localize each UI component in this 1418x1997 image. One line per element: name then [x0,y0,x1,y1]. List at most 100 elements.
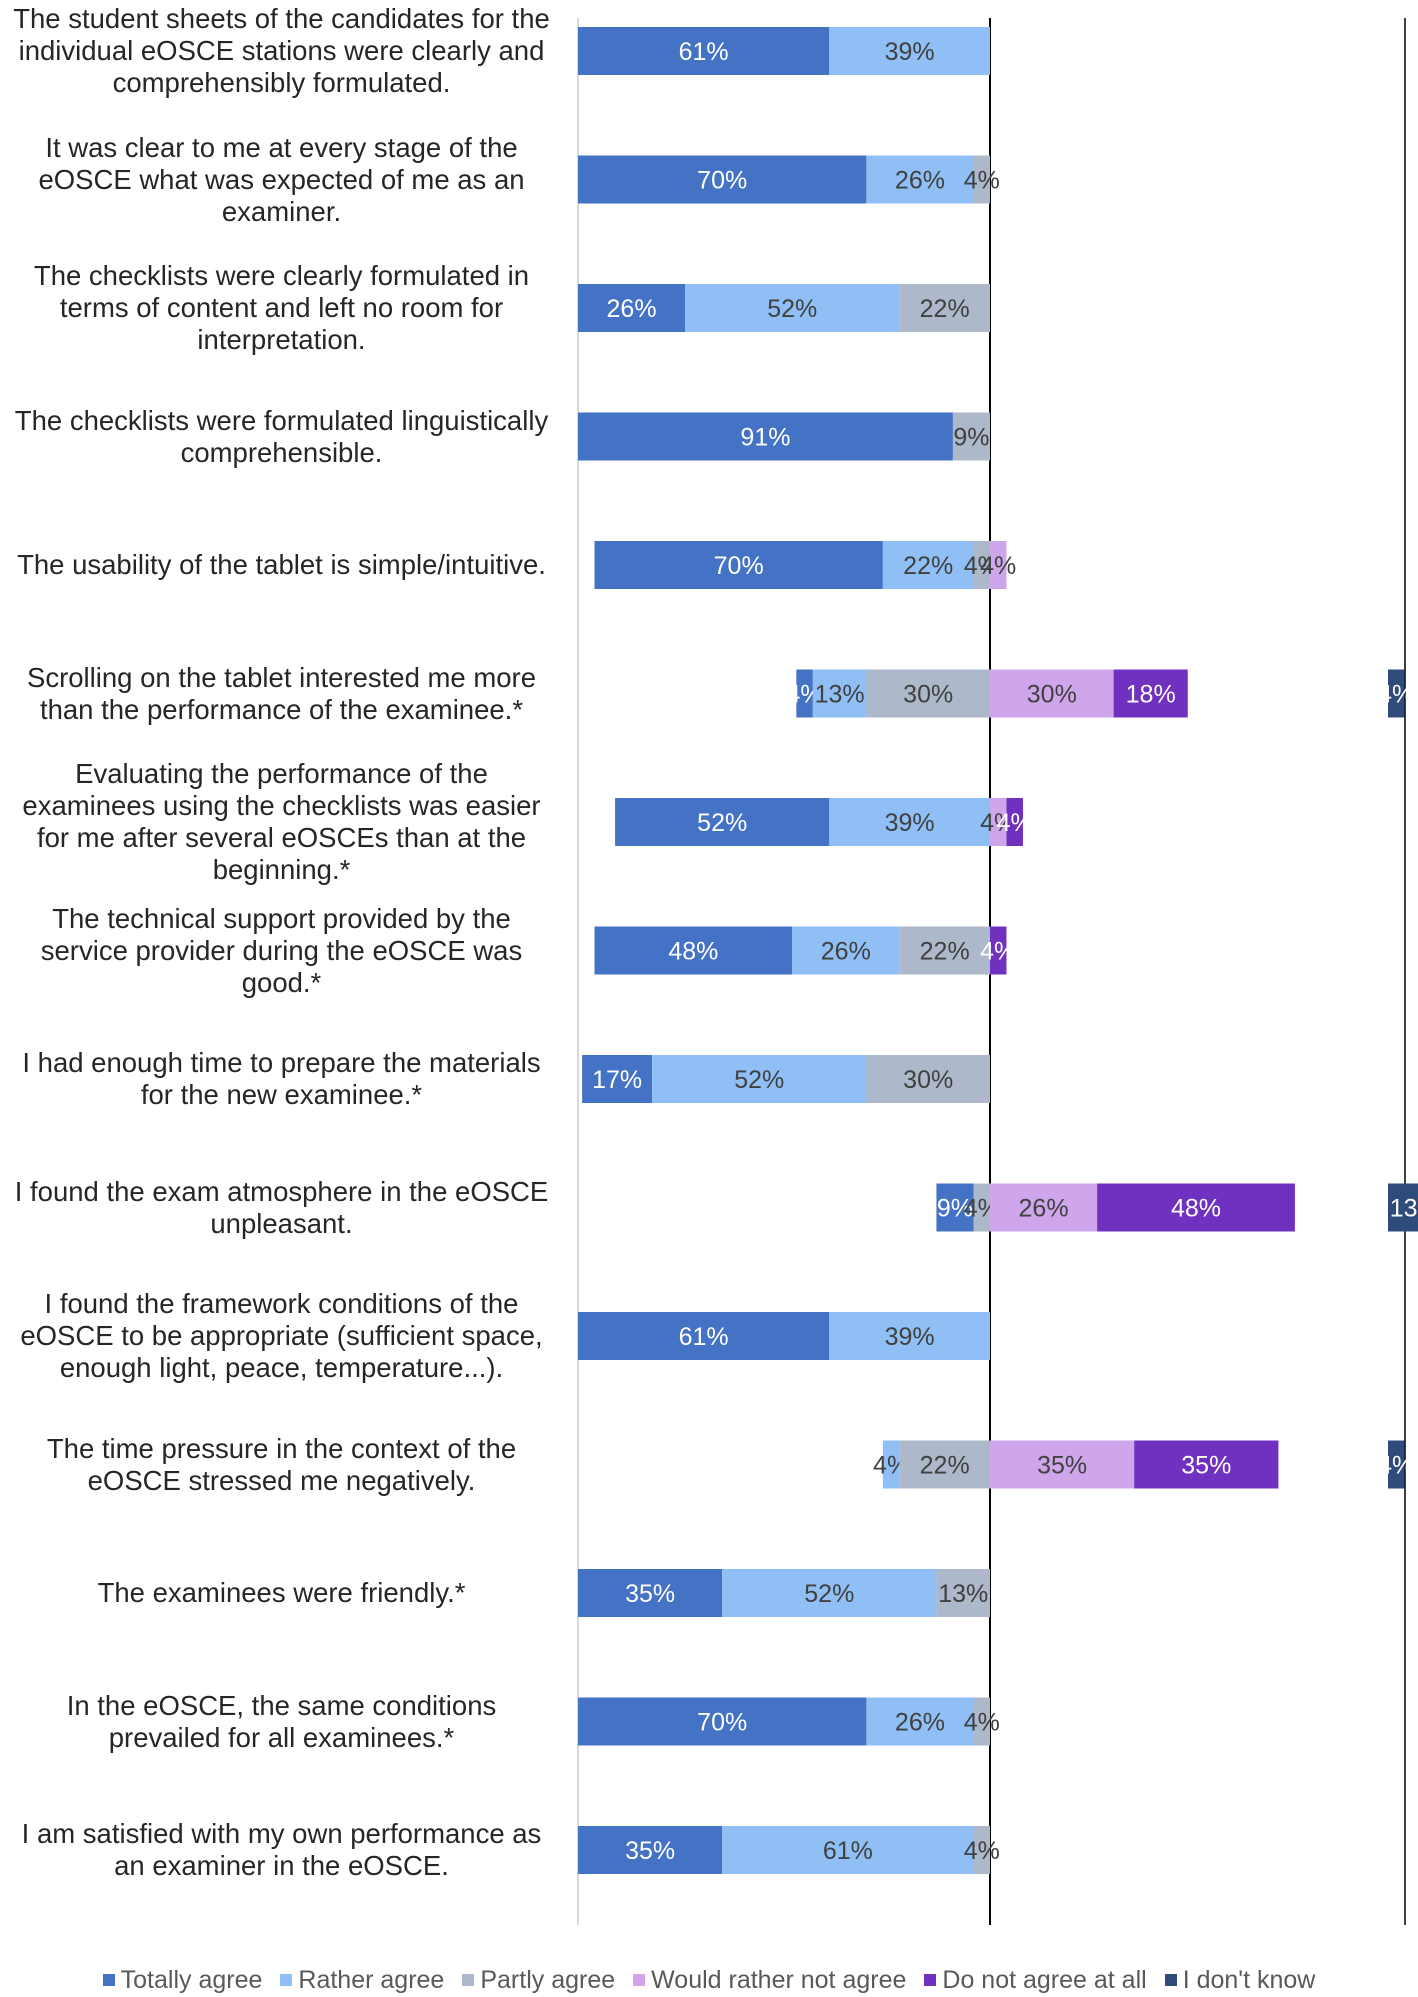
question-label: The technical support provided by the se… [40,902,523,998]
legend-label: Would rather not agree [651,1965,907,1994]
data-label: 4% [964,167,1000,195]
data-label: 22% [920,1452,970,1480]
bar-segment [973,1697,990,1746]
question-label: Evaluating the performance of the examin… [22,758,541,885]
question-label: The examinees were friendly.* [97,1577,466,1608]
bar-segment [990,669,1114,718]
legend-swatch [924,1974,937,1986]
bar-segment [973,541,990,589]
data-label: 48% [668,938,718,966]
bar-segment [722,1569,937,1617]
data-label: 9% [937,1195,973,1223]
data-label: 70% [714,552,764,580]
question-label: The checklists were formulated linguisti… [14,404,549,468]
question-label: The student sheets of the candidates for… [13,3,550,98]
bar-segment [882,1440,900,1489]
question-label: The time pressure in the context of the … [46,1432,517,1496]
bar-segment [578,284,686,332]
data-label: 35% [625,1837,675,1865]
data-label: 22% [903,552,953,580]
question-label: I found the framework conditions of the … [20,1288,543,1383]
bar-segment [990,1440,1135,1489]
question-label: In the eOSCE, the same conditions prevai… [66,1689,497,1753]
bar-segment [578,155,867,204]
bar-segment [578,1826,723,1874]
legend-swatch [102,1974,115,1986]
bar-segment [952,412,990,461]
bar-segment-dont-know [1388,669,1405,718]
data-label: 52% [804,1580,854,1608]
data-label: 52% [697,809,747,837]
bar-segment [615,798,830,846]
bar-segment-dont-know [1388,1440,1405,1489]
data-label: 35% [1037,1452,1087,1480]
bar-segment [792,926,900,975]
legend-label: Rather agree [298,1965,445,1994]
bar-segment [936,1183,974,1232]
bar-segment [1113,669,1188,718]
data-label: 26% [607,295,657,323]
bar-segment [866,1055,990,1103]
data-label: 4% [997,809,1033,837]
data-label: 4% [1378,1452,1414,1480]
bar-segment [812,669,867,718]
data-label: 39% [885,38,935,66]
data-label: 61% [679,1323,729,1351]
legend-item: Would rather not agree [633,1966,906,1995]
question-label: It was clear to me at every stage of the… [38,131,525,227]
data-label: 26% [895,1709,945,1737]
bar-segment [866,669,990,718]
data-label: 52% [767,295,817,323]
data-label: 4% [980,552,1016,580]
data-label: 26% [895,167,945,195]
bar-segment [578,412,953,461]
bar-segment [685,284,900,332]
data-label: 52% [734,1066,784,1094]
data-label: 9% [953,424,989,452]
bar-segment [899,926,990,975]
bar-segment [990,798,1007,846]
bar-segment [594,541,883,589]
question-label: The usability of the tablet is simple/in… [17,549,546,580]
legend-item: Rather agree [280,1966,444,1995]
data-label: 39% [885,1323,935,1351]
legend-swatch [462,1974,475,1986]
data-label: 4% [980,938,1016,966]
data-label: 4% [964,1837,1000,1865]
data-label: 13% [1390,1195,1418,1223]
bar-segment [1134,1440,1279,1489]
data-label: 13% [815,681,865,709]
data-label: 26% [1019,1195,1069,1223]
legend-label: Totally agree [120,1965,263,1994]
data-label: 4% [964,1709,1000,1737]
data-label: 18% [1126,681,1176,709]
legend-item: Do not agree at all [924,1965,1147,1995]
bar-segment [899,284,990,332]
bar-segment [973,155,990,204]
legend-swatch [633,1974,646,1986]
bar-segment [866,155,974,204]
legend: Totally agree Rather agree Partly agree Wou… [0,1963,1418,1997]
bar-segment [722,1826,974,1874]
data-label: 61% [823,1837,873,1865]
data-label: 22% [920,938,970,966]
data-label: 35% [625,1580,675,1608]
bar-segment [578,27,830,75]
data-label: 30% [903,1066,953,1094]
bar-segment [578,1312,830,1360]
bar-segment [973,1826,990,1874]
bar-segment [866,1697,974,1746]
legend-swatch [1164,1974,1177,1986]
data-label: 91% [740,424,790,452]
bar-segment [990,926,1007,975]
bar-segment [990,1183,1098,1232]
question-label: I had enough time to prepare the materia… [22,1047,541,1110]
legend-label: Do not agree at all [942,1965,1147,1994]
bar-segment [829,1312,990,1360]
bar-segment [796,669,813,718]
bar-segment [578,1569,723,1617]
bar-segment [973,1183,990,1232]
question-label: Scrolling on the tablet interested me mo… [26,661,537,725]
data-label: 13% [938,1580,988,1608]
question-label: I am satisfied with my own performance a… [21,1818,542,1881]
